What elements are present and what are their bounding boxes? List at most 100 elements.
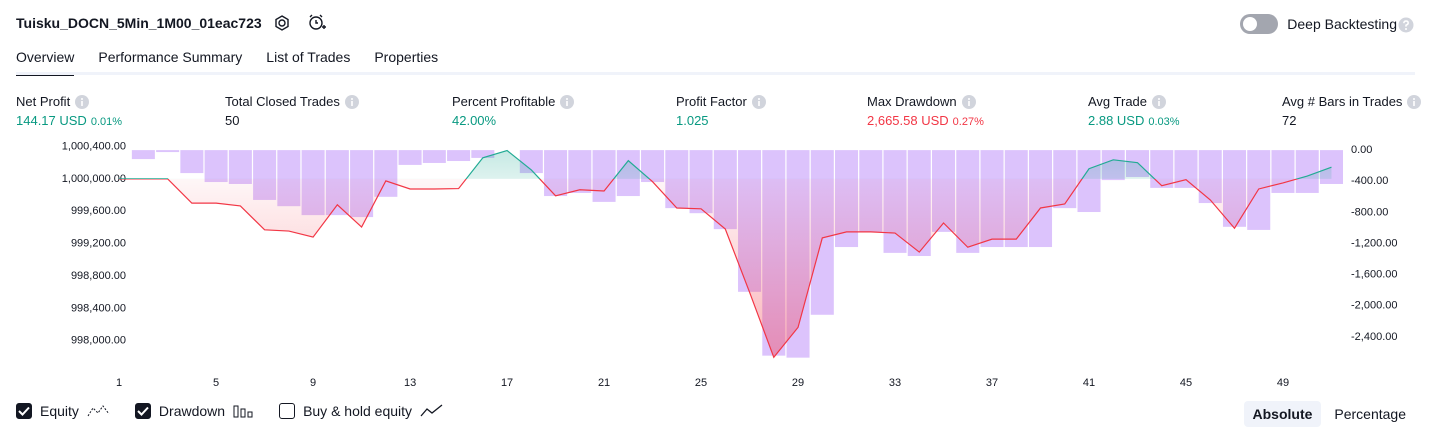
metric-label-row: Total Closed Trades <box>225 94 359 109</box>
metric: Net Profit 144.17 USD 0.01% <box>16 94 122 128</box>
tab[interactable]: Properties <box>374 49 439 65</box>
metric-value: 2,665.58 USD <box>867 113 949 128</box>
drawdown-bar <box>1174 150 1198 188</box>
metric-value-row: 42.00% <box>452 113 574 128</box>
drawdown-bar <box>228 150 252 184</box>
checkbox[interactable] <box>279 403 296 419</box>
equity-line <box>119 149 1332 359</box>
metric-value-row: 2,665.58 USD 0.27% <box>867 113 984 128</box>
drawdown-bar <box>398 150 422 165</box>
x-tick-label: 21 <box>598 377 610 389</box>
help-icon[interactable] <box>1398 17 1414 33</box>
y-tick-label: 1,000,000.00 <box>62 173 126 185</box>
metric-label: Max Drawdown <box>867 94 957 109</box>
x-tick-label: 33 <box>889 377 901 389</box>
drawdown-bar <box>180 150 204 174</box>
metric-value-row: 2.88 USD 0.03% <box>1088 113 1180 128</box>
drawdown-bar <box>1077 150 1101 213</box>
checkbox-label: Buy & hold equity <box>303 403 413 419</box>
metric-value-row: 1.025 <box>676 113 766 128</box>
metric-label: Avg # Bars in Trades <box>1282 94 1403 109</box>
series-icon <box>87 404 111 418</box>
tab-separator <box>16 72 1415 75</box>
series-icon <box>233 404 255 418</box>
y2-tick-label: -2,000.00 <box>1351 300 1397 312</box>
metric-label-row: Avg Trade <box>1088 94 1180 109</box>
x-tick-label: 13 <box>404 377 416 389</box>
info-icon[interactable] <box>560 94 575 109</box>
info-icon[interactable] <box>751 94 766 109</box>
x-tick-label: 45 <box>1180 377 1192 389</box>
y2-tick-label: -800.00 <box>1351 206 1388 218</box>
metric-value: 2.88 USD <box>1088 113 1145 128</box>
x-tick-label: 5 <box>213 377 219 389</box>
metric-percent: 0.01% <box>90 116 123 128</box>
y-tick-label: 999,600.00 <box>71 205 126 217</box>
info-icon[interactable] <box>75 94 90 109</box>
metric-label-row: Percent Profitable <box>452 94 575 109</box>
info-icon[interactable] <box>961 94 976 109</box>
tab[interactable]: Performance Summary <box>98 49 243 65</box>
info-icon[interactable] <box>344 94 359 109</box>
mode-button[interactable]: Absolute <box>1243 401 1322 427</box>
info-icon[interactable] <box>1152 94 1167 109</box>
metric-label-row: Max Drawdown <box>867 94 984 109</box>
drawdown-bar <box>422 150 446 163</box>
metric: Avg # Bars in Trades 72 <box>1282 94 1422 128</box>
metric-percent: 0.03% <box>1148 116 1180 128</box>
equity-chart: 1,000,400.00 1,000,000.00 999,600.00 999,20… <box>62 140 1398 389</box>
x-tick-label: 49 <box>1277 377 1289 389</box>
metric-value: 72 <box>1282 113 1297 128</box>
deep-backtesting-label: Deep Backtesting <box>1287 16 1397 32</box>
info-icon[interactable] <box>1407 94 1422 109</box>
y-tick-label: 1,000,400.00 <box>62 140 126 152</box>
metric-value: 144.17 USD <box>16 113 87 128</box>
y2-tick-label: -2,400.00 <box>1351 331 1397 343</box>
drawdown-bar <box>447 150 471 162</box>
x-tick-label: 29 <box>792 377 804 389</box>
metric-value-row: 72 <box>1282 113 1421 128</box>
drawdown-bar <box>1319 150 1343 184</box>
y2-tick-label: -400.00 <box>1351 175 1388 187</box>
drawdown-bar <box>204 150 228 183</box>
y2-tick-label: -1,200.00 <box>1351 237 1397 249</box>
drawdown-bar <box>1295 150 1319 193</box>
series-icon <box>420 404 444 418</box>
metric-value: 1.025 <box>676 113 709 128</box>
metric-label: Avg Trade <box>1088 94 1148 109</box>
drawdown-bar <box>641 150 665 183</box>
drawdown-bar <box>156 150 180 153</box>
y-tick-label: 998,000.00 <box>71 335 126 347</box>
metric: Max Drawdown 2,665.58 USD 0.27% <box>867 94 984 128</box>
metric-value: 50 <box>225 113 240 128</box>
alert-icon[interactable] <box>307 13 327 33</box>
drawdown-bar <box>592 150 616 202</box>
y2-tick-label: 0.00 <box>1351 144 1372 156</box>
x-tick-label: 1 <box>116 377 122 389</box>
tab[interactable]: List of Trades <box>266 49 351 65</box>
y-tick-label: 998,400.00 <box>71 302 126 314</box>
settings-icon[interactable] <box>273 14 291 32</box>
mode-switch: Absolute Percentage <box>1243 401 1416 427</box>
metric-label: Profit Factor <box>676 94 747 109</box>
checkbox-item[interactable]: Drawdown <box>134 403 255 419</box>
y2-tick-label: -1,600.00 <box>1351 269 1397 281</box>
deep-backtesting-toggle[interactable] <box>1240 14 1278 34</box>
metric-label-row: Net Profit <box>16 94 122 109</box>
drawdown-bar <box>1150 150 1174 188</box>
x-tick-label: 17 <box>501 377 513 389</box>
checkbox-item[interactable]: Equity <box>16 403 111 419</box>
checkbox[interactable] <box>16 403 32 419</box>
series-toggles: Equity Drawdown Buy & hold equity <box>16 403 444 419</box>
metric-percent: 0.27% <box>952 116 984 128</box>
x-tick-label: 9 <box>310 377 316 389</box>
mode-button[interactable]: Percentage <box>1334 406 1406 422</box>
x-tick-label: 25 <box>695 377 707 389</box>
metric: Percent Profitable 42.00% <box>452 94 575 128</box>
drawdown-bar <box>471 150 495 158</box>
checkbox[interactable] <box>134 403 151 419</box>
metric-label-row: Profit Factor <box>676 94 766 109</box>
checkbox-label: Drawdown <box>158 403 226 419</box>
checkbox-item[interactable]: Buy & hold equity <box>279 403 444 419</box>
